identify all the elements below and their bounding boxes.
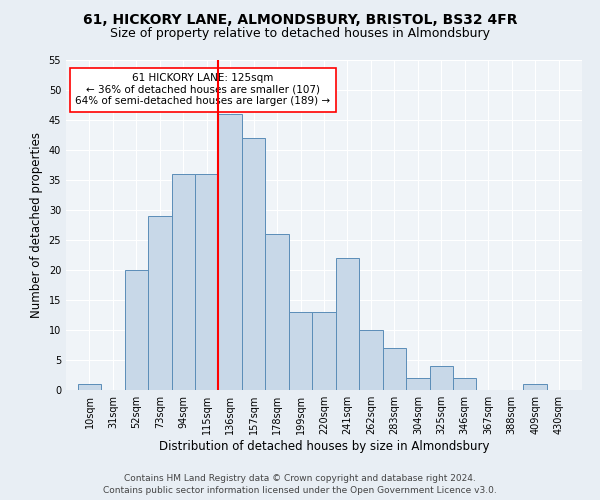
Bar — [383, 348, 406, 390]
Bar — [336, 258, 359, 390]
Bar — [289, 312, 312, 390]
Bar — [242, 138, 265, 390]
Text: Size of property relative to detached houses in Almondsbury: Size of property relative to detached ho… — [110, 28, 490, 40]
Bar — [453, 378, 476, 390]
X-axis label: Distribution of detached houses by size in Almondsbury: Distribution of detached houses by size … — [159, 440, 489, 453]
Bar — [172, 174, 195, 390]
Bar — [406, 378, 430, 390]
Text: Contains HM Land Registry data © Crown copyright and database right 2024.
Contai: Contains HM Land Registry data © Crown c… — [103, 474, 497, 495]
Bar — [148, 216, 172, 390]
Y-axis label: Number of detached properties: Number of detached properties — [30, 132, 43, 318]
Bar — [195, 174, 218, 390]
Bar — [265, 234, 289, 390]
Text: 61 HICKORY LANE: 125sqm
← 36% of detached houses are smaller (107)
64% of semi-d: 61 HICKORY LANE: 125sqm ← 36% of detache… — [75, 73, 331, 106]
Bar — [359, 330, 383, 390]
Bar — [78, 384, 101, 390]
Bar — [125, 270, 148, 390]
Bar — [312, 312, 336, 390]
Bar — [218, 114, 242, 390]
Bar — [430, 366, 453, 390]
Text: 61, HICKORY LANE, ALMONDSBURY, BRISTOL, BS32 4FR: 61, HICKORY LANE, ALMONDSBURY, BRISTOL, … — [83, 12, 517, 26]
Bar — [523, 384, 547, 390]
